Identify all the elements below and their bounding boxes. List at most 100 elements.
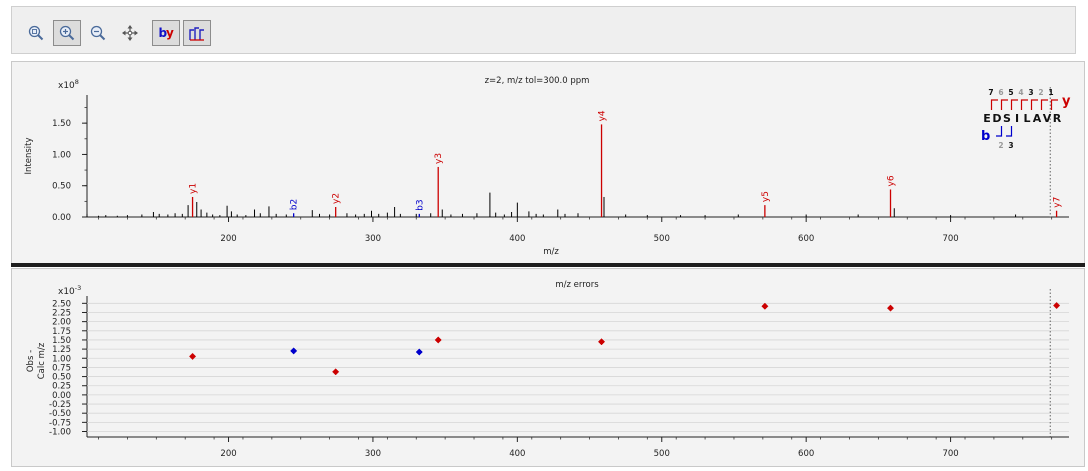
sequence-annotation: E D S I L A V R7 6 5 4 3 2 1y2 3b	[981, 88, 1071, 150]
y-ion-number: 5	[1008, 88, 1013, 97]
y-ion-number: 1	[1048, 88, 1053, 97]
sequence-residue: I	[1015, 112, 1019, 125]
svg-text:y: y	[166, 26, 174, 40]
ion-label-y7: y7	[1053, 197, 1063, 208]
y-axis-label: Intensity	[24, 138, 34, 175]
y-tick-label: 0.50	[52, 182, 71, 192]
error-points	[189, 289, 1061, 437]
y-series-letter: y	[1062, 94, 1071, 109]
error-point	[434, 336, 442, 344]
zoom-reset-button[interactable]	[22, 20, 50, 46]
ion-label-b2: b2	[290, 199, 300, 210]
x-tick-label: 500	[654, 234, 670, 244]
y-scale-multiplier: x10-3	[58, 284, 81, 297]
zoom-reset-icon	[28, 25, 44, 41]
sequence-residue: A	[1033, 112, 1042, 125]
x-axis-label: m/z	[543, 247, 559, 257]
y-tick-label: -0.50	[49, 409, 71, 419]
y-bracket	[1050, 99, 1058, 110]
x-tick-label: 600	[798, 449, 814, 459]
error-point	[415, 348, 423, 356]
b-ion-number: 2	[998, 141, 1003, 150]
ion-label-y1: y1	[189, 183, 199, 194]
y-ion-number: 3	[1028, 88, 1033, 97]
errors-chart[interactable]: 200 300 400 500 600 700 -1.00-0.75-0.50-0.250…	[12, 269, 1084, 466]
sequence-residue: S	[1003, 112, 1011, 125]
y-bracket	[1040, 99, 1048, 110]
pan-arrows-icon	[122, 25, 138, 41]
y-tick-label: 0.50	[52, 373, 71, 383]
error-point	[1053, 301, 1061, 310]
y-tick-label: -1.00	[49, 428, 71, 438]
ion-label-y2: y2	[332, 193, 342, 204]
x-tick-label: 300	[365, 449, 381, 459]
b-bracket	[996, 126, 1003, 137]
x-tick-label: 400	[509, 234, 525, 244]
y-ticks: -1.00-0.75-0.50-0.250.000.250.500.751.00…	[49, 299, 87, 438]
zoom-in-button[interactable]	[53, 20, 81, 46]
y-tick-label: 0.25	[52, 382, 71, 392]
x-ticks: 200 300 400 500 600 700	[98, 437, 1053, 459]
error-point	[290, 347, 298, 355]
y-ticks: 0.00 0.50 1.00 1.50	[52, 107, 87, 223]
peaks	[86, 87, 1051, 217]
y-ion-number: 6	[998, 88, 1003, 97]
y-ion-number: 4	[1018, 88, 1023, 97]
y-tick-label: 1.00	[52, 150, 71, 160]
x-ticks: 200 300 400 500 600 700	[98, 217, 1053, 244]
peak-labels-icon	[189, 27, 204, 41]
sequence-residue: R	[1053, 112, 1062, 125]
y-axis-label-line2: Calc m/z	[37, 342, 47, 379]
sequence-residue: L	[1023, 112, 1030, 125]
ion-label-y4: y4	[598, 110, 608, 121]
x-tick-label: 200	[220, 234, 236, 244]
error-point	[761, 302, 769, 310]
b-ion-number: 3	[1008, 141, 1013, 150]
y-bracket	[1030, 99, 1038, 110]
peak-labels-toggle[interactable]	[183, 20, 211, 46]
b-series-letter: b	[981, 129, 990, 144]
by-ions-toggle[interactable]: b y	[152, 20, 180, 46]
ion-label-y5: y5	[761, 191, 771, 202]
errors-title: m/z errors	[555, 280, 599, 290]
x-tick-label: 400	[509, 449, 525, 459]
b-bracket	[1006, 126, 1013, 137]
zoom-out-button[interactable]	[84, 20, 112, 46]
errors-panel: 200 300 400 500 600 700 -1.00 -0.75 -0.50 -0.25 0…	[11, 268, 1085, 467]
y-tick-label: 0.00	[52, 391, 71, 401]
y-bracket	[1010, 99, 1018, 110]
sequence-residue: E	[983, 112, 991, 125]
ion-label-y6: y6	[887, 175, 897, 186]
y-tick-label: 1.25	[52, 345, 71, 355]
ion-label-b3: b3	[415, 199, 425, 210]
y-tick-label: -0.25	[49, 400, 71, 410]
y-tick-label: 2.50	[52, 299, 71, 309]
spectrum-chart[interactable]: 200 300 400 500 600 700 0.000.501.001.50 y1b2…	[12, 62, 1084, 263]
y-bracket	[990, 99, 998, 110]
error-point	[886, 304, 895, 312]
sequence-residue: V	[1043, 112, 1052, 125]
y-scale-multiplier: x108	[58, 78, 79, 91]
zoom-in-icon	[59, 25, 75, 41]
x-tick-label: 700	[942, 449, 958, 459]
panel-divider[interactable]	[11, 263, 1085, 267]
ion-label-y3: y3	[434, 153, 444, 164]
y-tick-label: 2.25	[52, 308, 71, 318]
error-point	[189, 352, 197, 360]
svg-text:b: b	[159, 26, 168, 40]
zoom-out-icon	[90, 25, 106, 41]
y-bracket	[1000, 99, 1008, 110]
y-tick-label: 2.00	[52, 318, 71, 328]
toolbar: b y	[11, 6, 1076, 54]
y-bracket	[1020, 99, 1028, 110]
pan-button[interactable]	[116, 20, 144, 46]
y-tick-label: -0.75	[49, 418, 71, 428]
x-tick-label: 600	[798, 234, 814, 244]
error-point	[332, 368, 340, 376]
x-tick-label: 300	[365, 234, 381, 244]
y-tick-label: 1.75	[52, 327, 71, 337]
x-tick-label: 200	[220, 449, 236, 459]
x-tick-label: 700	[942, 234, 958, 244]
gridlines	[87, 302, 1069, 432]
